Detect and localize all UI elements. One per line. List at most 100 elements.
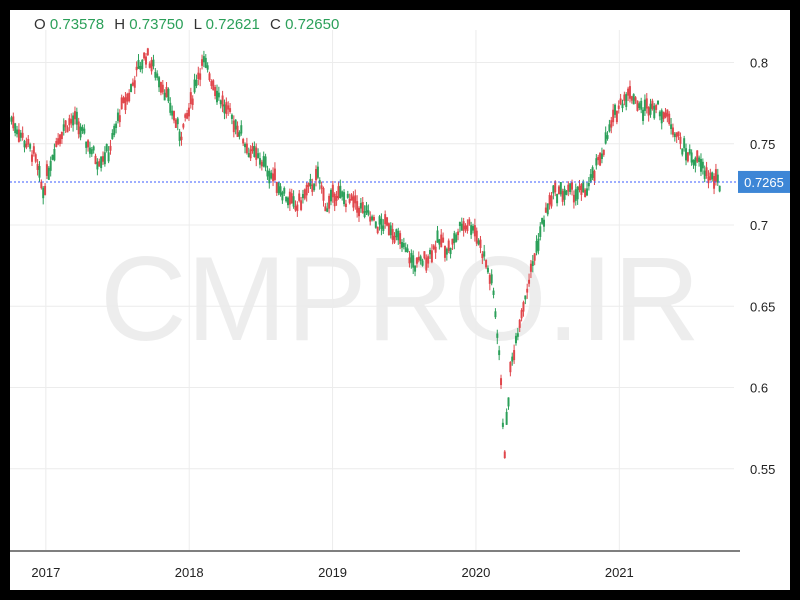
candle-body [627,88,630,96]
candle-body [272,173,275,182]
candle-body [343,192,346,205]
candle-body [212,80,215,91]
candle-body [187,107,190,117]
candle-body [273,168,276,180]
candle-body [455,234,458,242]
candle-body [640,100,643,110]
candle-body [247,153,250,158]
candle-body [604,132,607,144]
candle-body [636,100,639,111]
candle-body [16,129,19,135]
candle-body [199,73,202,80]
candle-body [227,105,230,110]
candle-body [709,172,712,181]
candle-body [643,99,646,111]
candle-body [73,111,76,120]
candle-body [94,155,97,165]
price-chart[interactable]: CMPRO.IR 0.55 0.6 0.65 0.7 0.75 0.8 2017 2018 201… [10,10,790,590]
candle-body [417,256,420,261]
candle-body [572,194,575,203]
candle-body [215,90,218,103]
candle-body [184,114,187,118]
candle-body [569,183,572,193]
candle-body [681,148,684,155]
candle-body [324,206,327,212]
candle-body [664,112,667,118]
candle-body [75,111,78,125]
candle-body [587,182,590,187]
candle-body [309,178,312,186]
candle-body [479,239,482,248]
candle-body [27,138,30,145]
candle-body [544,207,547,213]
candle-body [475,230,478,244]
candle-body [286,197,289,206]
candle-body [294,206,297,211]
candle-body [288,191,291,205]
candle-body [143,52,146,59]
candle-body [62,124,65,131]
candle-body [17,129,20,142]
candle-body [14,123,17,134]
candle-body [251,146,254,152]
candle-body [240,125,243,134]
candle-body [462,221,465,231]
candle-body [423,251,426,259]
y-tick-label: 0.8 [750,56,768,71]
close-label: C [270,16,281,33]
y-tick-label: 0.55 [750,462,775,477]
low-label: L [193,16,202,33]
candle-body [161,84,164,93]
candle-body [326,208,329,212]
candle-body [460,223,463,231]
candle-body [419,256,422,261]
candle-body [559,182,562,195]
candle-body [225,102,228,114]
candle-body [329,189,332,202]
candle-body [356,201,359,213]
candle-body [621,103,624,109]
candle-body [197,72,200,79]
candle-body [174,119,177,128]
candle-body [49,160,52,171]
candle-body [500,378,503,386]
candle-body [156,73,159,78]
candle-body [391,228,394,240]
candle-body [546,203,549,215]
candle-body [135,66,138,71]
candle-body [173,111,176,121]
candle-body [625,94,628,107]
candle-body [483,251,486,257]
candle-body [705,167,708,177]
candle-body [244,143,247,148]
candle-body [571,182,574,190]
candle-body [602,149,605,155]
candle-body [253,145,256,157]
y-tick-label: 0.6 [750,381,768,396]
candle-body [615,110,618,123]
candle-body [169,102,172,113]
candle-body [696,150,699,162]
chart-panel[interactable]: CMPRO.IR 0.55 0.6 0.65 0.7 0.75 0.8 2017 2018 201… [10,10,790,590]
candle-body [410,253,413,263]
candle-body [126,93,129,102]
candle-body [268,171,271,184]
candle-body [584,189,587,198]
candle-body [458,221,461,226]
x-tick-label: 2018 [175,565,204,580]
close-value: 0.72650 [285,16,340,33]
candle-body [64,120,67,128]
candle-body [524,295,527,300]
candle-body [430,250,433,263]
candle-body [53,149,56,161]
candle-body [408,257,411,264]
x-tick-label: 2020 [461,565,490,580]
candle-body [688,149,691,154]
candle-body [85,141,88,148]
candle-body [221,95,224,107]
candle-body [348,198,351,203]
candle-body [425,257,428,271]
candle-body [400,242,403,248]
candle-body [77,121,80,135]
candle-body [262,156,265,167]
